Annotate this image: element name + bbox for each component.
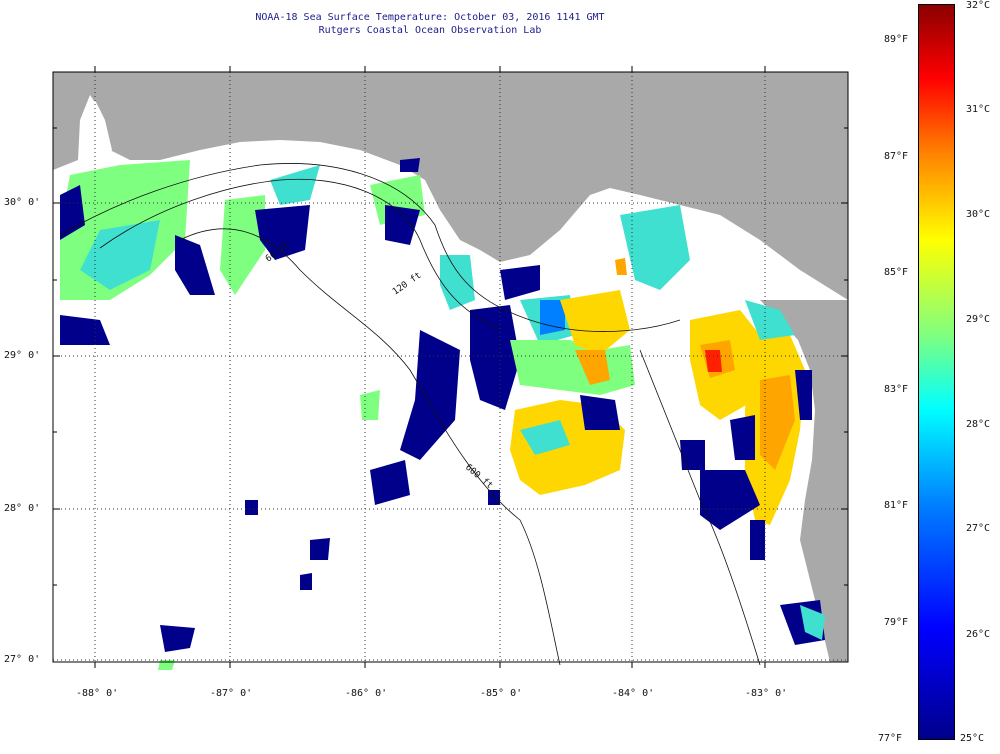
isobath-lines xyxy=(59,163,761,666)
land-mobile-bay xyxy=(82,100,112,165)
temperature-colorbar xyxy=(918,4,955,740)
colorbar-c-29: 29°C xyxy=(966,314,991,325)
map-title: NOAA-18 Sea Surface Temperature: October… xyxy=(255,12,605,23)
lon-label-88: -88° 0' xyxy=(76,688,119,699)
colorbar-c-25: 25°C xyxy=(960,733,985,744)
colorbar-c-31: 31°C xyxy=(966,104,991,115)
colorbar-f-83: 83°F xyxy=(884,384,909,395)
map-ticks xyxy=(53,66,848,668)
lon-label-86: -86° 0' xyxy=(345,688,388,699)
colorbar-c-30: 30°C xyxy=(966,209,991,220)
land-north xyxy=(53,72,848,300)
colorbar-f-79: 79°F xyxy=(884,617,909,628)
colorbar-c-28: 28°C xyxy=(966,419,991,430)
colorbar-f-77: 77°F xyxy=(878,733,903,744)
graticule xyxy=(53,72,848,662)
lat-label-29: 29° 0' xyxy=(4,350,41,361)
lon-label-85: -85° 0' xyxy=(480,688,523,699)
lon-label-83: -83° 0' xyxy=(745,688,788,699)
map-subtitle: Rutgers Coastal Ocean Observation Lab xyxy=(318,25,542,36)
lon-label-84: -84° 0' xyxy=(612,688,655,699)
map-border xyxy=(52,71,849,663)
sst-patches xyxy=(60,158,825,670)
colorbar-c-32: 32°C xyxy=(966,0,991,11)
lat-label-28: 28° 0' xyxy=(4,503,41,514)
colorbar-c-27: 27°C xyxy=(966,523,991,534)
colorbar-f-85: 85°F xyxy=(884,267,909,278)
colorbar-f-81: 81°F xyxy=(884,500,909,511)
lat-label-30: 30° 0' xyxy=(4,197,41,208)
lat-label-27: 27° 0' xyxy=(4,654,41,665)
lon-label-87: -87° 0' xyxy=(210,688,253,699)
colorbar-f-87: 87°F xyxy=(884,151,909,162)
land-east xyxy=(760,300,848,662)
colorbar-c-26: 26°C xyxy=(966,629,991,640)
colorbar-f-89: 89°F xyxy=(884,34,909,45)
